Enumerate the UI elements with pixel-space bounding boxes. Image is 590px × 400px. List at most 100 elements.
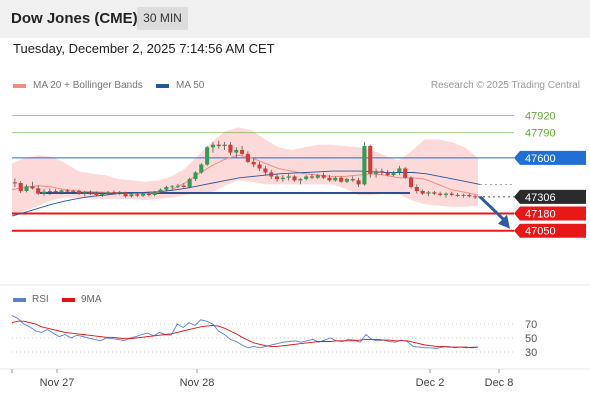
candle: [449, 191, 454, 197]
candle-body: [438, 193, 443, 195]
candle-body: [65, 190, 70, 192]
candle: [240, 145, 245, 156]
candle-body: [187, 179, 192, 188]
candle-body: [146, 193, 151, 195]
level-label-47920: 47920: [525, 111, 556, 123]
candle-body: [141, 193, 146, 196]
candle-body: [94, 192, 99, 195]
candle: [59, 189, 64, 195]
candle: [438, 191, 443, 197]
candle: [391, 171, 396, 177]
candle-body: [205, 147, 210, 165]
candle-body: [24, 186, 29, 191]
instrument-title: Dow Jones (CME): [11, 10, 138, 27]
candle: [379, 168, 384, 176]
candle: [193, 171, 198, 182]
forecast-arrow-shaft: [478, 195, 509, 224]
candle: [41, 189, 47, 196]
candle-body: [71, 190, 76, 192]
candle: [146, 191, 151, 197]
candle: [100, 192, 105, 197]
candle: [129, 192, 134, 198]
candle: [30, 181, 35, 190]
candle-body: [193, 172, 198, 180]
legend-label-ma20: MA 20 + Bollinger Bands: [33, 80, 143, 91]
level-tag-47306: [514, 189, 586, 204]
candle-body: [135, 194, 140, 196]
level-tag-47050: [514, 223, 586, 238]
time-tick-label: Dec 2: [416, 377, 445, 389]
candle-body: [123, 192, 128, 197]
candle-body: [47, 190, 52, 192]
candle-body: [41, 191, 47, 194]
candle-body: [461, 194, 466, 196]
candle: [245, 151, 250, 164]
timeframe-badge[interactable]: 30 MIN: [137, 7, 188, 30]
candle-body: [36, 188, 41, 194]
candle-body: [251, 161, 256, 165]
candle: [455, 192, 460, 197]
candle-body: [414, 187, 419, 191]
candle: [292, 175, 297, 182]
candle: [315, 173, 320, 180]
candle-body: [222, 144, 227, 146]
candle-body: [391, 172, 396, 176]
candle: [473, 194, 478, 199]
candle: [374, 168, 379, 178]
forecast-arrow-head: [498, 214, 510, 229]
rsi-line: [11, 315, 478, 349]
candle: [117, 190, 122, 195]
candle-body: [333, 177, 338, 181]
candle-body: [228, 144, 233, 153]
candle: [356, 177, 361, 188]
candle: [228, 142, 233, 156]
candle-body: [467, 194, 472, 197]
candle-body: [59, 190, 64, 193]
candle-body: [88, 192, 93, 194]
candle-body: [350, 179, 355, 181]
candle: [216, 140, 221, 149]
candle-body: [432, 192, 437, 194]
legend-item-rsi: RSI: [13, 294, 49, 306]
candle-body: [240, 149, 245, 154]
candle-body: [443, 193, 449, 195]
level-tag-47600: [514, 150, 586, 165]
rsi-tick-label: 50: [525, 333, 537, 345]
candle-body: [280, 177, 285, 180]
candle-body: [321, 175, 326, 178]
candle-body: [175, 185, 181, 187]
candle-body: [426, 192, 431, 194]
level-label-47600: 47600: [525, 153, 556, 165]
time-tick-label: Nov 27: [40, 377, 75, 389]
candle: [222, 142, 227, 150]
candle: [304, 175, 309, 181]
candle: [53, 189, 58, 194]
candle: [257, 161, 262, 172]
candle: [141, 192, 146, 197]
candle-body: [315, 175, 320, 178]
candle-body: [53, 190, 58, 193]
candle-body: [274, 176, 280, 180]
candle-body: [368, 145, 373, 174]
time-tick-label: Nov 28: [180, 377, 215, 389]
candle-body: [408, 177, 414, 188]
legend-label-rsi: RSI: [32, 294, 49, 305]
candle: [18, 181, 23, 193]
candle: [385, 169, 390, 177]
ma50-line: [11, 170, 481, 217]
candle-body: [12, 182, 17, 184]
candle-body: [344, 179, 349, 182]
candle-body: [339, 177, 344, 182]
candle-body: [106, 192, 111, 194]
candle-body: [100, 193, 105, 195]
candle-body: [362, 145, 367, 185]
price-panel: 47920 47790 47600 47306 47180 47050: [0, 111, 590, 286]
candle: [47, 188, 52, 195]
time-axis: Nov 27 Nov 28 Dec 2 Dec 8: [0, 368, 590, 389]
candle-body: [158, 189, 163, 192]
candle: [106, 190, 111, 195]
9ma-swatch: [62, 298, 75, 302]
candle-body: [356, 180, 361, 185]
candle-body: [455, 194, 460, 196]
candle: [309, 173, 315, 180]
